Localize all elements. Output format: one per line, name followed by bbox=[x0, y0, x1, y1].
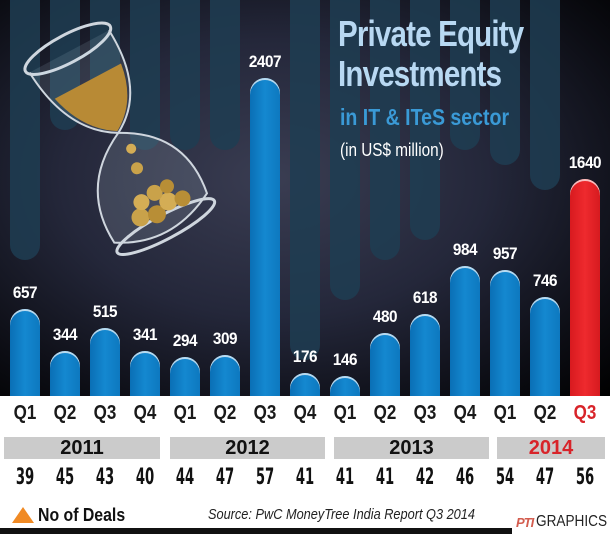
bar bbox=[490, 269, 520, 396]
bar bbox=[530, 297, 560, 396]
deal-count: 44 bbox=[175, 465, 195, 490]
quarter-label: Q3 bbox=[93, 402, 117, 424]
ghost-bar bbox=[330, 0, 360, 300]
bar-value-label: 957 bbox=[492, 243, 518, 263]
quarter-label: Q1 bbox=[13, 402, 37, 424]
legend-label: No of Deals bbox=[38, 504, 126, 525]
quarter-label: Q2 bbox=[373, 402, 397, 424]
deal-count: 54 bbox=[495, 465, 515, 490]
hourglass-icon bbox=[23, 21, 217, 256]
bar-value-label: 341 bbox=[132, 324, 158, 344]
ghost-bar bbox=[370, 0, 400, 260]
ghost-bar bbox=[530, 0, 560, 190]
deal-count: 56 bbox=[575, 465, 595, 490]
title-line-2: Investments bbox=[338, 53, 502, 94]
quarter-label: Q3 bbox=[253, 402, 277, 424]
ghost-bar bbox=[410, 0, 440, 240]
bar bbox=[170, 357, 200, 396]
bar bbox=[210, 355, 240, 396]
bar bbox=[290, 372, 320, 396]
quarter-label: Q2 bbox=[533, 402, 557, 424]
pti-logo: PTI bbox=[516, 514, 534, 530]
bar bbox=[10, 309, 40, 396]
bar bbox=[50, 350, 80, 396]
bar-value-label: 309 bbox=[212, 329, 238, 349]
quarter-label: Q1 bbox=[493, 402, 517, 424]
bar-value-label: 146 bbox=[332, 350, 358, 369]
ghost-bar bbox=[10, 0, 40, 260]
bar-value-label: 515 bbox=[92, 301, 118, 321]
deal-count: 43 bbox=[95, 465, 115, 490]
quarter-label: Q1 bbox=[173, 402, 197, 424]
bar-value-label: 984 bbox=[452, 239, 478, 259]
credit-text: GRAPHICS bbox=[536, 513, 608, 530]
year-band: 2012 bbox=[170, 437, 325, 459]
bar bbox=[330, 376, 360, 396]
chart-subtitle: in IT & ITeS sector bbox=[340, 104, 510, 130]
quarter-label: Q1 bbox=[333, 402, 357, 424]
bar-value-label: 480 bbox=[372, 306, 398, 326]
deal-count: 46 bbox=[455, 465, 475, 490]
bar bbox=[250, 78, 280, 396]
credit: PTI GRAPHICS bbox=[512, 510, 610, 534]
triangle-icon bbox=[12, 507, 34, 523]
ghost-bar bbox=[490, 0, 520, 165]
bar-value-label: 1640 bbox=[568, 153, 602, 173]
deal-count: 47 bbox=[215, 465, 235, 490]
title-line-1: Private Equity bbox=[338, 13, 524, 54]
deal-count: 45 bbox=[55, 465, 75, 490]
bar-value-label: 746 bbox=[532, 271, 558, 291]
deal-count: 39 bbox=[15, 465, 35, 490]
year-band: 2011 bbox=[4, 437, 160, 459]
bar bbox=[90, 327, 120, 396]
quarter-label: Q3 bbox=[413, 402, 437, 424]
chart-area: 657 344 515 341 294 309 2407 176 146 480 618 984 957… bbox=[0, 0, 610, 396]
bottom-rule bbox=[0, 528, 610, 534]
bar-value-label: 344 bbox=[52, 324, 78, 344]
bar-value-label: 618 bbox=[412, 288, 438, 308]
bar-value-label: 294 bbox=[172, 331, 198, 351]
quarter-label: Q3 bbox=[573, 402, 597, 424]
quarter-label: Q2 bbox=[53, 402, 77, 424]
deal-count: 41 bbox=[295, 465, 315, 490]
bar bbox=[410, 314, 440, 396]
bar bbox=[370, 332, 400, 396]
units-label: (in US$ million) bbox=[340, 140, 444, 160]
chart-title: Private Equity Investments bbox=[338, 13, 524, 94]
quarter-label: Q4 bbox=[293, 402, 317, 424]
ghost-bar bbox=[130, 0, 160, 150]
year-band: 2014 bbox=[497, 437, 605, 459]
bar-value-label: 657 bbox=[12, 283, 38, 303]
source-note: Source: PwC MoneyTree India Report Q3 20… bbox=[208, 506, 475, 523]
deal-count: 42 bbox=[415, 465, 435, 490]
deal-count: 41 bbox=[335, 465, 355, 490]
bar bbox=[570, 179, 600, 396]
quarter-label: Q4 bbox=[453, 402, 477, 424]
deal-count: 57 bbox=[255, 465, 275, 490]
legend: No of Deals bbox=[12, 504, 137, 526]
ghost-bar bbox=[210, 0, 240, 150]
bar-value-label: 176 bbox=[292, 346, 318, 366]
deal-count: 41 bbox=[375, 465, 395, 490]
bar bbox=[450, 266, 480, 396]
deal-count: 40 bbox=[135, 465, 155, 490]
ghost-bar bbox=[290, 0, 320, 360]
ghost-bar bbox=[170, 0, 200, 150]
quarter-label: Q2 bbox=[213, 402, 237, 424]
year-band: 2013 bbox=[334, 437, 489, 459]
bar-value-label: 2407 bbox=[248, 52, 282, 71]
bar bbox=[130, 350, 160, 396]
ghost-bar bbox=[450, 0, 480, 150]
deal-count: 47 bbox=[535, 465, 555, 490]
quarter-label: Q4 bbox=[133, 402, 157, 424]
